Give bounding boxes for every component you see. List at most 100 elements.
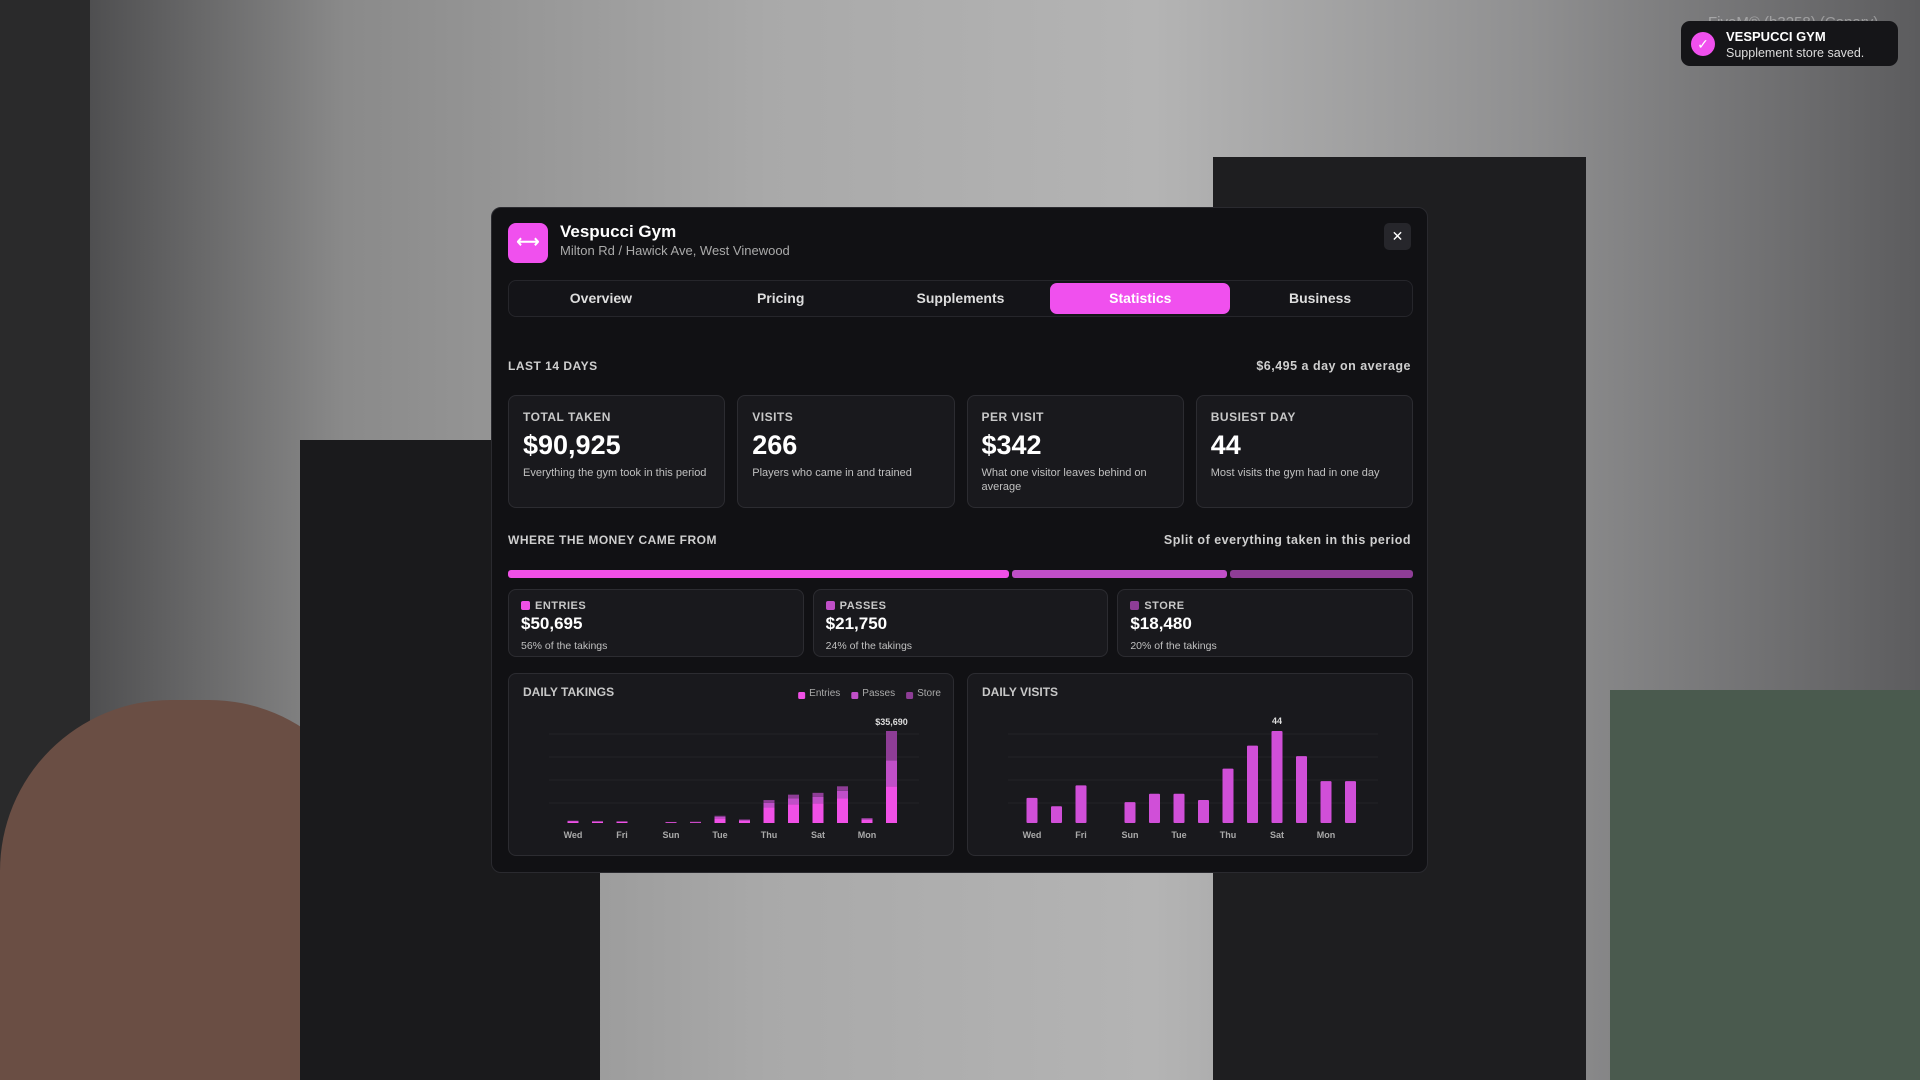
close-button[interactable]: ✕ <box>1384 223 1411 250</box>
legend-swatch <box>851 692 859 699</box>
stat-value: 44 <box>1210 430 1241 460</box>
gym-icon: ⟷ <box>508 223 548 263</box>
x-tick-label: Sat <box>811 830 825 840</box>
bar <box>1173 793 1185 823</box>
x-tick-label: Thu <box>1220 830 1237 840</box>
split-note: Split of everything taken in this period <box>1163 533 1411 547</box>
tab[interactable]: Statistics <box>1050 283 1231 314</box>
x-tick-label: Mon <box>1317 830 1336 840</box>
split-share: 24% of the takings <box>825 640 913 652</box>
split-amount: $21,750 <box>825 614 888 633</box>
bar-segment <box>592 821 603 823</box>
legend-swatch <box>798 692 806 699</box>
title: Vespucci Gym <box>560 222 677 241</box>
x-tick-label: Tue <box>1171 830 1186 840</box>
bar <box>1026 797 1038 823</box>
bar-segment <box>763 807 775 823</box>
split-card: STORE $18,480 20% of the takings <box>1117 589 1414 657</box>
peak-label: $35,690 <box>875 717 908 727</box>
bar-segment <box>592 821 603 822</box>
bar-segment <box>812 792 824 797</box>
bar-segment <box>861 819 873 823</box>
x-tick-label: Wed <box>1023 830 1042 840</box>
legend-swatch <box>906 692 914 699</box>
subtitle: Milton Rd / Hawick Ave, West Vinewood <box>560 243 790 258</box>
x-tick-label: Mon <box>858 830 877 840</box>
split-card: ENTRIES $50,695 56% of the takings <box>508 589 804 657</box>
stat-value: $342 <box>981 430 1042 460</box>
stat-label: TOTAL TAKEN <box>523 410 611 424</box>
bar <box>1247 745 1258 823</box>
x-tick-label: Fri <box>1075 830 1087 840</box>
bar <box>1222 768 1234 823</box>
x-tick-label: Thu <box>761 830 778 840</box>
bar-segment <box>714 818 726 823</box>
bar-segment <box>739 820 750 823</box>
bar-segment <box>567 820 579 822</box>
stat-card: VISITS 266 Players who came in and trained <box>737 395 955 508</box>
split-parts: ENTRIES $50,695 56% of the takings PASSES $2… <box>508 589 1414 657</box>
bar-segment <box>763 802 775 808</box>
swatch <box>1130 601 1140 610</box>
bar-segment <box>837 798 848 823</box>
x-tick-label: Wed <box>564 830 583 840</box>
bar <box>1149 793 1160 823</box>
split-amount: $18,480 <box>1130 614 1192 633</box>
bar-segment <box>567 821 579 823</box>
toast: ✓ VESPUCCI GYM Supplement store saved. <box>1681 21 1898 66</box>
bar <box>1075 785 1087 823</box>
bar <box>1271 731 1283 823</box>
chart-title: DAILY VISITS <box>982 685 1058 699</box>
period-average: $6,495 a day on average <box>1256 359 1411 373</box>
split-title: WHERE THE MONEY CAME FROM <box>508 533 717 547</box>
bar-segment <box>837 790 848 799</box>
bar-segment <box>861 818 873 820</box>
bar-segment <box>739 819 750 820</box>
split-segment <box>508 570 1010 578</box>
tab[interactable]: Supplements <box>916 290 1005 306</box>
tab[interactable]: Pricing <box>756 290 805 306</box>
bar-segment <box>763 800 775 803</box>
period-label: LAST 14 DAYS <box>508 359 598 373</box>
legend-label: Passes <box>862 688 895 699</box>
peak-label: 44 <box>1272 716 1282 726</box>
split-name: STORE <box>1144 600 1185 612</box>
chart: DAILY VISITS Wed Fri Sun Tue Thu Sat Mon 44 <box>982 685 1378 840</box>
bar-segment <box>690 822 701 823</box>
legend-label: Entries <box>809 688 840 699</box>
bar <box>1345 781 1356 823</box>
scene <box>1610 690 1920 1080</box>
bar-segment <box>837 786 848 791</box>
stat-label: PER VISIT <box>981 410 1045 424</box>
split-bar <box>508 570 1413 578</box>
bar-segment <box>886 786 897 823</box>
legend-label: Store <box>917 688 941 699</box>
bar-segment <box>616 821 628 823</box>
stat-value: $90,925 <box>523 430 621 460</box>
stat-note: What one visitor leaves behind on averag… <box>981 467 1147 493</box>
bar-segment <box>665 822 677 823</box>
toast-icon: ✓ <box>1691 32 1715 56</box>
stat-label: BUSIEST DAY <box>1210 410 1296 424</box>
toast-message: Supplement store saved. <box>1726 46 1865 60</box>
x-tick-label: Sat <box>1270 830 1284 840</box>
tab[interactable]: Overview <box>569 290 633 306</box>
stat-label: VISITS <box>752 410 794 424</box>
bar-segment <box>714 816 726 819</box>
chart: DAILY TAKINGS Wed Fri Sun Tue Thu Sat Mon Store P… <box>523 685 941 840</box>
chart-title: DAILY TAKINGS <box>523 685 614 699</box>
bar-segment <box>886 760 897 787</box>
stat-note: Most visits the gym had in one day <box>1210 467 1380 479</box>
bar-segment <box>714 815 726 817</box>
bar-segment <box>812 803 824 823</box>
stat-card: BUSIEST DAY 44 Most visits the gym had in … <box>1195 395 1413 508</box>
stat-card: PER VISIT $342 What one visitor leaves beh… <box>966 395 1184 508</box>
chart-card: DAILY VISITS Wed Fri Sun Tue Thu Sat Mon 44 <box>967 673 1413 856</box>
bar-segment <box>788 798 799 805</box>
tab[interactable]: Business <box>1288 290 1352 306</box>
stats: TOTAL TAKEN $90,925 Everything the gym too… <box>508 395 1413 508</box>
x-tick-label: Tue <box>712 830 727 840</box>
bar-segment <box>788 804 799 823</box>
x-tick-label: Sun <box>1122 830 1139 840</box>
